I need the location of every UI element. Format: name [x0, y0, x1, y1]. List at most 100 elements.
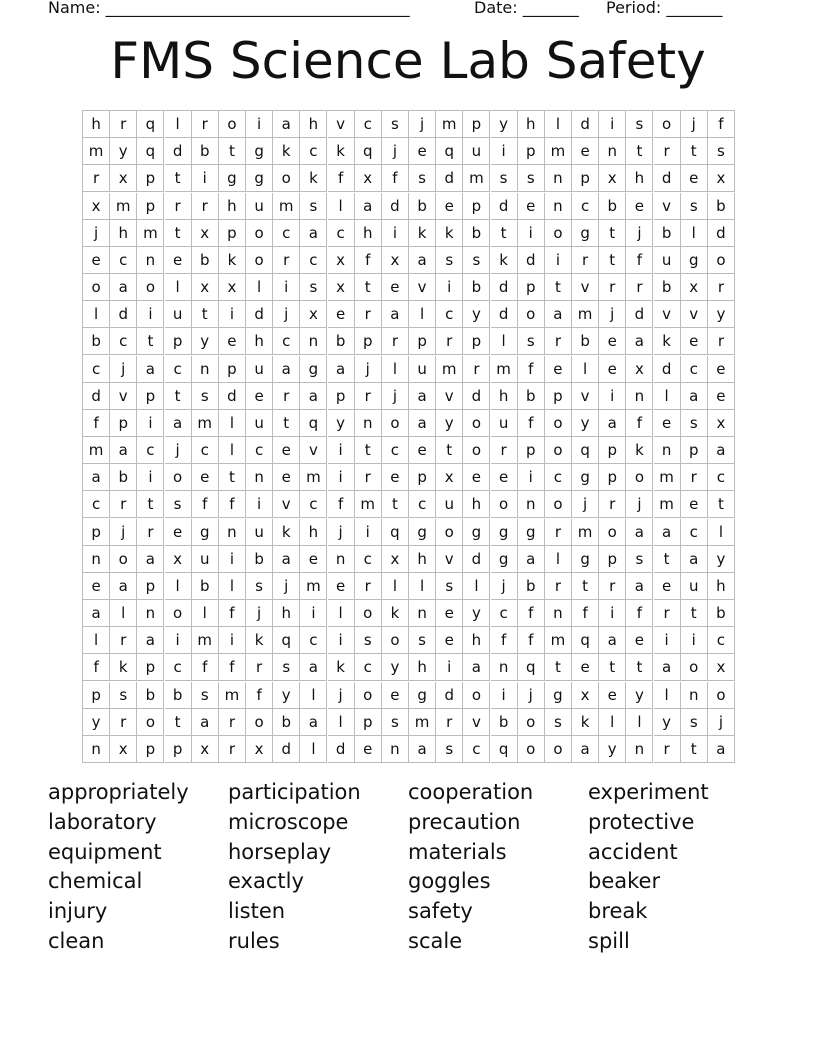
grid-cell: g	[490, 545, 518, 573]
grid-cell: g	[246, 138, 274, 166]
grid-cell: f	[707, 111, 735, 139]
grid-cell: e	[517, 192, 545, 220]
grid-cell: o	[517, 735, 545, 763]
grid-cell: b	[653, 274, 681, 302]
grid-cell: l	[327, 708, 355, 736]
grid-cell: j	[327, 518, 355, 546]
grid-cell: i	[381, 219, 409, 247]
grid-cell: g	[544, 681, 572, 709]
grid-cell: s	[626, 111, 654, 139]
grid-cell: p	[354, 708, 382, 736]
grid-cell: v	[680, 301, 708, 329]
grid-cell: e	[218, 328, 246, 356]
grid-cell: l	[164, 572, 192, 600]
grid-cell: m	[544, 138, 572, 166]
grid-cell: n	[517, 491, 545, 519]
grid-cell: k	[327, 138, 355, 166]
grid-cell: v	[463, 708, 491, 736]
grid-cell: s	[300, 192, 328, 220]
grid-cell: b	[599, 192, 627, 220]
grid-cell: p	[137, 165, 165, 193]
grid-cell: d	[436, 681, 464, 709]
grid-cell: p	[517, 138, 545, 166]
grid-cell: o	[246, 219, 274, 247]
grid-cell: c	[490, 600, 518, 628]
grid-cell: a	[626, 518, 654, 546]
word-item: participation	[228, 780, 361, 804]
grid-cell: t	[680, 138, 708, 166]
grid-cell: p	[572, 165, 600, 193]
grid-cell: l	[463, 572, 491, 600]
grid-cell: d	[707, 219, 735, 247]
grid-cell: p	[409, 328, 437, 356]
grid-cell: g	[572, 219, 600, 247]
grid-cell: t	[137, 491, 165, 519]
grid-cell: h	[218, 192, 246, 220]
grid-cell: j	[409, 111, 437, 139]
grid-cell: b	[110, 464, 138, 492]
grid-cell: k	[490, 246, 518, 274]
grid-cell: i	[490, 138, 518, 166]
grid-cell: h	[300, 111, 328, 139]
grid-cell: f	[218, 491, 246, 519]
grid-cell: e	[83, 572, 111, 600]
grid-cell: p	[463, 192, 491, 220]
grid-cell: x	[436, 464, 464, 492]
grid-cell: t	[381, 491, 409, 519]
grid-cell: h	[626, 165, 654, 193]
grid-cell: j	[626, 491, 654, 519]
grid-cell: x	[626, 355, 654, 383]
grid-cell: e	[83, 246, 111, 274]
grid-cell: x	[680, 274, 708, 302]
grid-cell: f	[572, 600, 600, 628]
grid-cell: x	[381, 246, 409, 274]
grid-cell: n	[218, 518, 246, 546]
word-item: laboratory	[48, 809, 157, 834]
grid-cell: q	[354, 138, 382, 166]
grid-cell: n	[409, 600, 437, 628]
grid-cell: e	[599, 328, 627, 356]
grid-cell: d	[218, 382, 246, 410]
grid-cell: c	[273, 219, 301, 247]
grid-cell: t	[354, 274, 382, 302]
grid-cell: a	[300, 219, 328, 247]
grid-cell: x	[327, 274, 355, 302]
grid-cell: e	[327, 301, 355, 329]
grid-cell: n	[300, 328, 328, 356]
grid-cell: r	[707, 274, 735, 302]
grid-cell: s	[544, 708, 572, 736]
grid-cell: d	[164, 138, 192, 166]
grid-cell: o	[544, 735, 572, 763]
grid-cell: a	[191, 708, 219, 736]
grid-cell: r	[83, 165, 111, 193]
grid-cell: j	[490, 572, 518, 600]
grid-cell: r	[436, 328, 464, 356]
grid-cell: r	[463, 355, 491, 383]
grid-cell: r	[110, 708, 138, 736]
grid-cell: s	[273, 654, 301, 682]
grid-cell: v	[300, 437, 328, 465]
grid-cell: c	[83, 355, 111, 383]
grid-cell: j	[83, 219, 111, 247]
grid-cell: c	[354, 111, 382, 139]
grid-cell: y	[83, 708, 111, 736]
grid-cell: d	[463, 545, 491, 573]
grid-cell: l	[544, 111, 572, 139]
grid-cell: t	[164, 165, 192, 193]
grid-cell: a	[137, 545, 165, 573]
grid-cell: a	[707, 735, 735, 763]
grid-cell: g	[300, 355, 328, 383]
grid-cell: n	[83, 735, 111, 763]
grid-cell: n	[680, 681, 708, 709]
grid-cell: m	[354, 491, 382, 519]
grid-cell: f	[381, 165, 409, 193]
grid-cell: i	[354, 518, 382, 546]
grid-cell: l	[191, 600, 219, 628]
grid-cell: m	[572, 518, 600, 546]
grid-cell: g	[246, 165, 274, 193]
grid-cell: u	[490, 409, 518, 437]
grid-cell: c	[354, 545, 382, 573]
grid-cell: h	[707, 572, 735, 600]
word-item: listen	[228, 899, 286, 924]
grid-cell: s	[436, 735, 464, 763]
